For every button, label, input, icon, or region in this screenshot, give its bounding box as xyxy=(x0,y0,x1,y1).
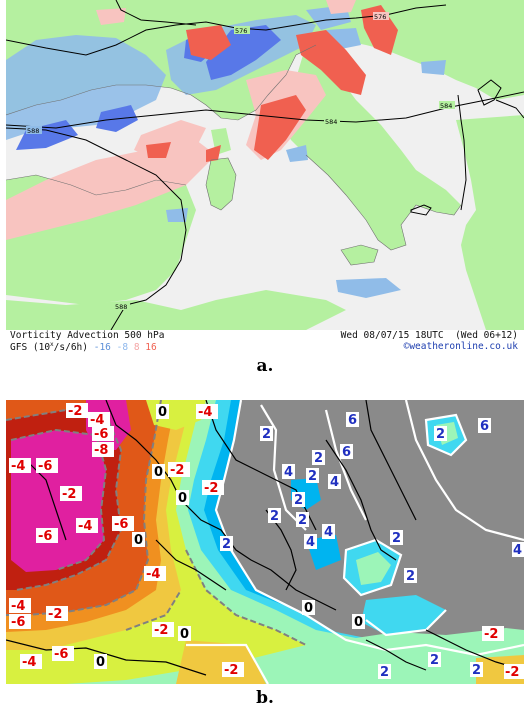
value-label: 2 xyxy=(270,509,279,524)
white-contours xyxy=(186,400,524,684)
value-label: 2 xyxy=(294,493,303,508)
value-label: 0 xyxy=(178,491,187,506)
legend-value-pos16: 16 xyxy=(145,342,157,354)
value-label: -2 xyxy=(68,404,82,419)
value-label: -2 xyxy=(484,627,498,642)
value-label: -4 xyxy=(11,459,25,474)
value-label: 2 xyxy=(406,569,415,584)
contour-label: 588 xyxy=(115,303,127,311)
value-label: 2 xyxy=(392,531,401,546)
value-label: 2 xyxy=(262,427,271,442)
map-b-canvas: -2 -4 -4 -6 -8 -4 -6 -2 -6 -4 -6 -2 -4 -… xyxy=(6,400,524,684)
vorticity-field-map: -2 -4 -4 -6 -8 -4 -6 -2 -6 -4 -6 -2 -4 -… xyxy=(6,400,524,684)
value-label: 0 xyxy=(180,627,189,642)
value-label: 0 xyxy=(304,601,313,616)
value-label: 6 xyxy=(342,445,351,460)
value-label: 2 xyxy=(472,663,481,678)
value-label: -6 xyxy=(38,459,52,474)
value-label: 0 xyxy=(96,655,105,670)
map-a-canvas: 576 576 584 584 588 588 xyxy=(6,0,524,330)
value-label: 4 xyxy=(306,535,315,550)
contour-label: 576 xyxy=(235,27,247,35)
source-credit: ©weatheronline.co.uk xyxy=(403,341,518,352)
value-label: 2 xyxy=(298,513,307,528)
value-label: -6 xyxy=(54,647,68,662)
contour-label: 584 xyxy=(440,102,452,110)
caption-a: a. xyxy=(256,356,274,376)
valid-time: Wed 08/07/15 18UTC (Wed 06+12) xyxy=(340,330,518,341)
legend-value-neg8: -8 xyxy=(116,342,129,354)
value-label: -6 xyxy=(94,427,108,442)
map-a-legend-bar: Vorticity Advection 500 hPa GFS (10x/s/6… xyxy=(6,330,524,354)
value-label: -2 xyxy=(224,663,238,678)
positive-vorticity-areas xyxy=(6,0,398,240)
value-label: 2 xyxy=(436,427,445,442)
value-label: -6 xyxy=(11,615,25,630)
model-units: /s/6h) xyxy=(53,342,88,354)
value-label: -4 xyxy=(198,405,212,420)
value-label: -2 xyxy=(154,623,168,638)
model-label: GFS (10 xyxy=(10,342,51,354)
zero-value-labels: 0 0 0 0 0 0 0 0 xyxy=(94,404,365,670)
value-label: 4 xyxy=(284,465,293,480)
value-label: 2 xyxy=(380,665,389,680)
value-label: -4 xyxy=(11,599,25,614)
value-label: -2 xyxy=(48,607,62,622)
blue-value-labels: 6 2 6 4 6 2 4 2 2 4 2 4 2 2 2 2 2 4 2 2 … xyxy=(220,412,524,680)
contour-label: 588 xyxy=(27,127,39,135)
value-label: 0 xyxy=(154,465,163,480)
contour-labels: 576 576 584 584 588 588 xyxy=(26,12,455,311)
value-label: 2 xyxy=(430,653,439,668)
legend-value-neg16: -16 xyxy=(93,342,111,354)
value-label: 2 xyxy=(314,451,323,466)
value-label: 4 xyxy=(324,525,333,540)
value-label: -2 xyxy=(170,463,184,478)
value-label: -2 xyxy=(62,487,76,502)
value-label: -6 xyxy=(114,517,128,532)
red-value-labels: -2 -4 -4 -6 -8 -4 -6 -2 -6 -4 -6 -2 -4 -… xyxy=(9,403,524,680)
value-label: -6 xyxy=(38,529,52,544)
contour-label: 576 xyxy=(374,13,386,21)
value-label: -4 xyxy=(146,567,160,582)
value-label: 0 xyxy=(134,533,143,548)
value-label: -2 xyxy=(204,481,218,496)
coastlines xyxy=(6,44,462,266)
value-label: 4 xyxy=(513,543,522,558)
map-title: Vorticity Advection 500 hPa xyxy=(10,330,165,341)
legend-line: GFS (10x/s/6h) -16 -8 8 16 xyxy=(10,341,157,354)
value-label: 0 xyxy=(158,405,167,420)
value-label: -2 xyxy=(505,665,519,680)
caption-b: b. xyxy=(256,688,274,708)
value-label: 0 xyxy=(354,615,363,630)
value-label: -8 xyxy=(94,443,108,458)
legend-value-pos8: 8 xyxy=(133,342,140,354)
color-field xyxy=(6,400,524,684)
value-label: 6 xyxy=(348,413,357,428)
value-label: 4 xyxy=(330,475,339,490)
vorticity-advection-map: 576 576 584 584 588 588 xyxy=(6,0,524,330)
value-label: -4 xyxy=(78,519,92,534)
value-label: 6 xyxy=(480,419,489,434)
contour-label: 584 xyxy=(325,118,337,126)
value-label: 2 xyxy=(222,537,231,552)
value-label: -4 xyxy=(22,655,36,670)
value-label: 2 xyxy=(308,469,317,484)
value-label: -4 xyxy=(90,413,104,428)
